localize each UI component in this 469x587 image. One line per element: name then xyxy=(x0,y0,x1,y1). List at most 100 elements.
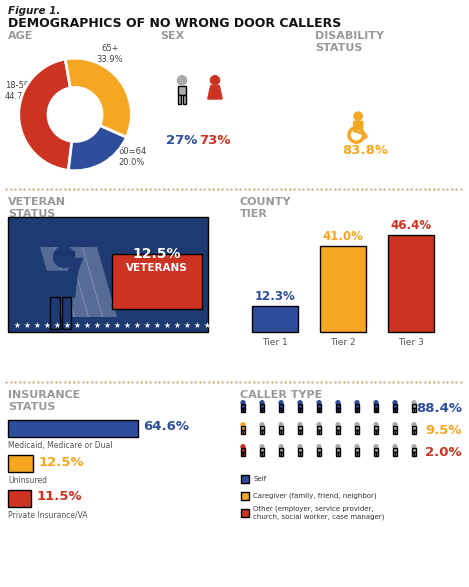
Circle shape xyxy=(177,76,187,85)
FancyBboxPatch shape xyxy=(298,408,300,412)
FancyBboxPatch shape xyxy=(279,452,280,456)
Text: Tier 1: Tier 1 xyxy=(262,338,288,347)
FancyBboxPatch shape xyxy=(281,452,283,456)
FancyBboxPatch shape xyxy=(241,408,242,412)
Circle shape xyxy=(211,76,219,85)
Circle shape xyxy=(412,445,416,448)
FancyBboxPatch shape xyxy=(336,448,340,452)
Text: ★: ★ xyxy=(204,321,211,330)
Circle shape xyxy=(354,112,362,120)
Circle shape xyxy=(374,423,378,427)
Wedge shape xyxy=(65,58,131,137)
Text: ★: ★ xyxy=(154,321,161,330)
FancyBboxPatch shape xyxy=(319,452,321,456)
Text: 9.5%: 9.5% xyxy=(425,424,462,437)
FancyBboxPatch shape xyxy=(260,426,264,430)
FancyBboxPatch shape xyxy=(279,408,280,412)
FancyBboxPatch shape xyxy=(412,408,414,412)
Circle shape xyxy=(317,445,321,448)
Circle shape xyxy=(336,401,340,404)
FancyBboxPatch shape xyxy=(298,452,300,456)
FancyBboxPatch shape xyxy=(243,430,245,434)
FancyBboxPatch shape xyxy=(336,408,338,412)
FancyBboxPatch shape xyxy=(412,404,416,409)
Text: ★: ★ xyxy=(34,321,41,330)
FancyBboxPatch shape xyxy=(320,246,366,332)
FancyBboxPatch shape xyxy=(317,408,318,412)
FancyBboxPatch shape xyxy=(412,426,416,430)
FancyBboxPatch shape xyxy=(241,452,242,456)
Circle shape xyxy=(298,423,302,427)
FancyBboxPatch shape xyxy=(376,452,378,456)
FancyBboxPatch shape xyxy=(395,452,397,456)
FancyBboxPatch shape xyxy=(178,86,186,96)
Text: ★: ★ xyxy=(194,321,201,330)
Text: ★: ★ xyxy=(134,321,141,330)
Circle shape xyxy=(260,445,264,448)
FancyBboxPatch shape xyxy=(61,297,71,329)
FancyBboxPatch shape xyxy=(376,430,378,434)
FancyBboxPatch shape xyxy=(8,455,33,472)
Polygon shape xyxy=(40,247,75,317)
Text: 88.4%: 88.4% xyxy=(416,403,462,416)
Circle shape xyxy=(412,423,416,427)
Text: DEMOGRAPHICS OF NO WRONG DOOR CALLERS: DEMOGRAPHICS OF NO WRONG DOOR CALLERS xyxy=(8,17,341,30)
Text: 12.5%: 12.5% xyxy=(133,247,181,261)
Text: 27%: 27% xyxy=(166,134,198,147)
Text: Figure 1.: Figure 1. xyxy=(8,6,61,16)
FancyBboxPatch shape xyxy=(412,448,416,452)
Text: 12.3%: 12.3% xyxy=(255,290,295,303)
FancyBboxPatch shape xyxy=(317,430,318,434)
FancyBboxPatch shape xyxy=(355,404,359,409)
FancyBboxPatch shape xyxy=(50,297,60,329)
FancyBboxPatch shape xyxy=(260,430,262,434)
FancyBboxPatch shape xyxy=(279,404,283,409)
Text: 41.0%: 41.0% xyxy=(323,230,363,243)
FancyBboxPatch shape xyxy=(357,430,359,434)
Circle shape xyxy=(393,401,397,404)
FancyBboxPatch shape xyxy=(336,452,338,456)
Circle shape xyxy=(241,445,245,448)
Text: Uninsured: Uninsured xyxy=(8,476,47,485)
FancyBboxPatch shape xyxy=(298,448,302,452)
Text: COUNTY
TIER: COUNTY TIER xyxy=(240,197,292,219)
FancyBboxPatch shape xyxy=(374,448,378,452)
FancyBboxPatch shape xyxy=(281,408,283,412)
Text: VETERAN
STATUS: VETERAN STATUS xyxy=(8,197,66,219)
FancyBboxPatch shape xyxy=(298,426,302,430)
Polygon shape xyxy=(354,122,363,132)
Wedge shape xyxy=(68,126,127,171)
Circle shape xyxy=(336,423,340,427)
FancyBboxPatch shape xyxy=(414,452,416,456)
Circle shape xyxy=(317,423,321,427)
FancyBboxPatch shape xyxy=(112,254,202,309)
FancyBboxPatch shape xyxy=(252,306,298,332)
FancyBboxPatch shape xyxy=(376,408,378,412)
Text: ★: ★ xyxy=(144,321,151,330)
Circle shape xyxy=(393,445,397,448)
FancyBboxPatch shape xyxy=(241,426,245,430)
Text: ★: ★ xyxy=(14,321,21,330)
Text: ★: ★ xyxy=(24,321,31,330)
FancyBboxPatch shape xyxy=(393,404,397,409)
FancyBboxPatch shape xyxy=(300,408,302,412)
FancyBboxPatch shape xyxy=(412,430,414,434)
FancyBboxPatch shape xyxy=(300,452,302,456)
Polygon shape xyxy=(45,271,77,297)
Text: 60=64
20.0%: 60=64 20.0% xyxy=(118,147,146,167)
Circle shape xyxy=(53,247,75,268)
FancyBboxPatch shape xyxy=(355,448,359,452)
FancyBboxPatch shape xyxy=(241,404,245,409)
FancyBboxPatch shape xyxy=(374,452,376,456)
Polygon shape xyxy=(68,247,103,317)
FancyBboxPatch shape xyxy=(241,475,249,483)
FancyBboxPatch shape xyxy=(319,408,321,412)
Text: DISABILITY
STATUS: DISABILITY STATUS xyxy=(315,31,384,53)
FancyBboxPatch shape xyxy=(338,452,340,456)
FancyBboxPatch shape xyxy=(317,404,321,409)
Text: VETERANS: VETERANS xyxy=(126,263,188,273)
Text: ★: ★ xyxy=(74,321,81,330)
FancyBboxPatch shape xyxy=(336,430,338,434)
FancyBboxPatch shape xyxy=(183,95,186,104)
Text: 83.8%: 83.8% xyxy=(342,144,388,157)
